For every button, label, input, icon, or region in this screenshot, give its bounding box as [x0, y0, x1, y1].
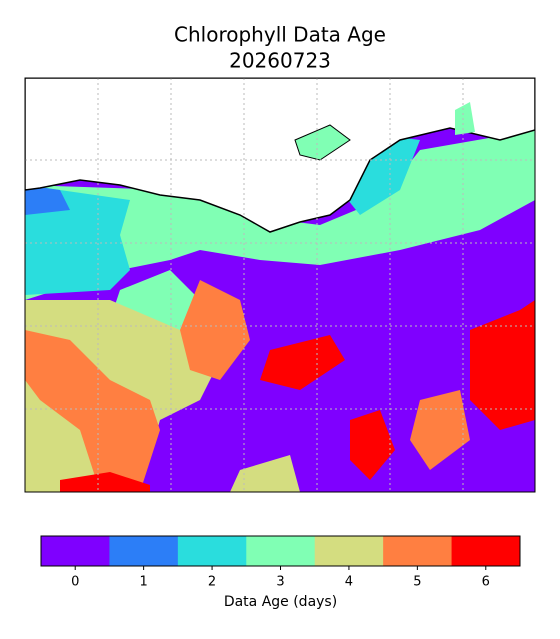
colorbar-swatch [451, 536, 521, 566]
colorbar-swatch [41, 536, 110, 566]
region-5b [180, 280, 250, 380]
colorbar-swatch [314, 536, 384, 566]
inland-bay [294, 124, 351, 161]
region-6c [470, 300, 535, 430]
map-frame [24, 77, 536, 493]
region-6b [260, 335, 345, 390]
region-5c [410, 390, 470, 470]
region-1 [25, 185, 70, 215]
colorbar-tick-label: 0 [71, 575, 79, 590]
colorbar-label: Data Age (days) [224, 594, 337, 610]
colorbar-tick-label: 4 [345, 575, 353, 590]
graticule [25, 78, 535, 492]
colorbar: 0 1 2 3 4 5 6 Data Age (days) [40, 535, 521, 610]
colorbar-swatch [109, 536, 179, 566]
colorbar-tick-label: 6 [482, 575, 490, 590]
map-title: Chlorophyll Data Age [174, 23, 386, 47]
colorbar-tick-label: 3 [276, 575, 284, 590]
map-subtitle: 20260723 [229, 49, 331, 73]
land [25, 78, 535, 233]
colorbar-swatch [246, 536, 316, 566]
colorbar-swatch [383, 536, 453, 566]
map [24, 77, 536, 493]
region-4b [230, 455, 300, 492]
colorbar-tick-label: 2 [208, 575, 216, 590]
region-6d [350, 410, 395, 480]
region-6a [60, 472, 150, 492]
region-2 [25, 185, 130, 295]
region-3 [25, 130, 535, 300]
colorbar-tick-label: 1 [140, 575, 148, 590]
colorbar-tick-label: 5 [413, 575, 421, 590]
colorbar-swatch [177, 536, 247, 566]
region-5 [25, 330, 160, 492]
inland-lake [455, 102, 475, 135]
